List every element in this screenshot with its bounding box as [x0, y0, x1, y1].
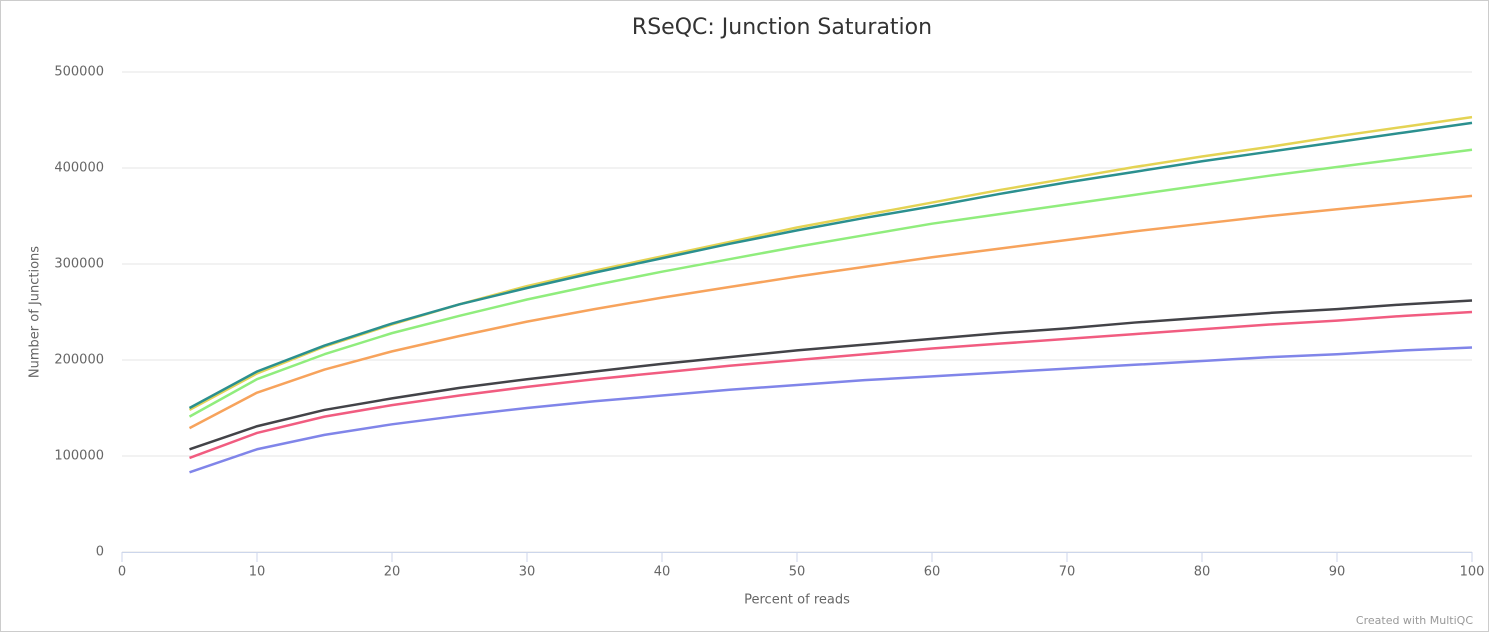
x-tick-label: 20	[384, 565, 401, 580]
chart-title: RSeQC: Junction Saturation	[632, 15, 932, 40]
y-tick-label: 300000	[54, 257, 104, 272]
series-line	[189, 310, 1473, 460]
x-tick-label: 40	[654, 565, 671, 580]
x-tick-label: 50	[789, 565, 806, 580]
series-line	[188, 148, 1473, 418]
y-tick-label: 0	[96, 545, 104, 560]
series-line	[189, 299, 1473, 451]
x-tick-label: 90	[1329, 565, 1346, 580]
series-line	[189, 346, 1473, 474]
series-line	[188, 121, 1473, 410]
y-tick-label: 100000	[54, 449, 104, 464]
series-line	[188, 194, 1473, 430]
x-tick-label: 100	[1460, 565, 1485, 580]
x-tick-label: 30	[519, 565, 536, 580]
x-tick-label: 0	[118, 565, 126, 580]
x-axis-label: Percent of reads	[744, 593, 850, 608]
x-tick-label: 70	[1059, 565, 1076, 580]
credit[interactable]: Created with MultiQC	[1356, 614, 1473, 627]
y-axis-label: Number of Junctions	[28, 246, 43, 378]
y-tick-label: 200000	[54, 353, 104, 368]
y-tick-label: 500000	[54, 65, 104, 80]
y-tick-label: 400000	[54, 161, 104, 176]
x-tick-label: 80	[1194, 565, 1211, 580]
x-tick-label: 10	[249, 565, 266, 580]
x-tick-label: 60	[924, 565, 941, 580]
